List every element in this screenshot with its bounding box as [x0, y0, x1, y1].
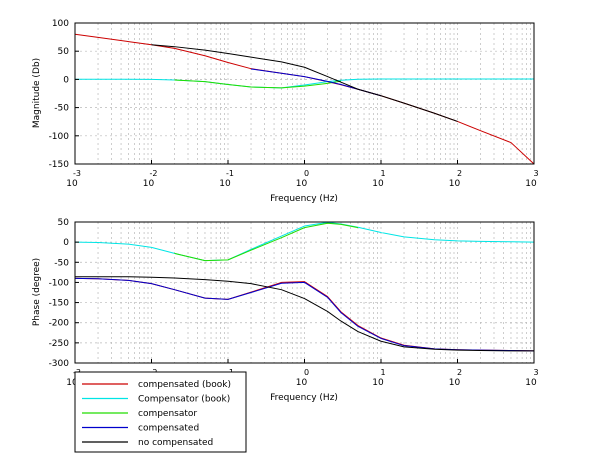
magnitude-y-tick-label: 0	[63, 75, 69, 85]
phase-x-tick-exponent: 2	[457, 368, 462, 377]
magnitude-x-tick-exponent: 2	[457, 169, 462, 178]
magnitude-y-ticks: -150 -100 -50 0 50 100	[49, 19, 79, 170]
legend-label-compensator: compensator	[138, 409, 197, 419]
magnitude-series-compensator-book	[75, 78, 534, 89]
phase-y-tick-label: -150	[49, 299, 70, 309]
magnitude-series-compensator	[174, 79, 342, 89]
magnitude-series-no-compensated	[151, 44, 458, 122]
magnitude-y-tick-label: 50	[58, 47, 70, 57]
magnitude-x-axis-label: Frequency (Hz)	[270, 194, 338, 204]
phase-y-tick-label: -50	[54, 258, 69, 268]
phase-x-tick-label: 10	[525, 378, 537, 388]
magnitude-x-tick-exponent: 0	[304, 169, 309, 178]
legend-box	[74, 371, 247, 453]
magnitude-x-tick-label: 10	[525, 179, 537, 189]
phase-y-tick-label: -250	[49, 339, 70, 349]
legend: compensated (book) Compensator (book) comp…	[74, 371, 247, 453]
phase-x-tick-label: 10	[66, 378, 78, 388]
magnitude-x-tick-label: 10	[219, 179, 231, 189]
phase-series-compensator	[174, 222, 359, 262]
magnitude-x-tick-exponent: 3	[533, 169, 538, 178]
phase-y-axis-label: Phase (degree)	[32, 258, 42, 326]
magnitude-x-tick-label: 10	[372, 179, 384, 189]
phase-y-tick-label: -300	[49, 359, 70, 369]
phase-x-tick-label: 10	[372, 378, 384, 388]
phase-x-tick-label: 10	[296, 378, 308, 388]
phase-grid	[75, 222, 534, 363]
magnitude-x-tick-label: 10	[449, 179, 461, 189]
magnitude-x-tick-label: 10	[296, 179, 308, 189]
magnitude-x-tick-exponent: -3	[73, 169, 81, 178]
phase-x-tick-exponent: 0	[304, 368, 309, 377]
phase-y-tick-label: -100	[49, 278, 70, 288]
magnitude-x-tick-label: 10	[66, 179, 78, 189]
phase-y-ticks: -300 -250 -200 -150 -100 -50 0 50	[49, 218, 79, 369]
magnitude-x-tick-label: 10	[143, 179, 155, 189]
magnitude-y-tick-label: -50	[54, 104, 69, 114]
magnitude-x-tick-exponent: 1	[380, 169, 385, 178]
magnitude-y-axis-label: Magnitude (Db)	[32, 58, 42, 128]
magnitude-y-tick-label: -100	[49, 132, 70, 142]
phase-x-tick-label: 10	[449, 378, 461, 388]
legend-label-no-compensated: no compensated	[138, 438, 213, 448]
magnitude-y-tick-label: 100	[52, 19, 69, 29]
magnitude-y-tick-label: -150	[49, 160, 70, 170]
magnitude-x-tick-exponent: -1	[226, 169, 234, 178]
legend-label-compensated: compensated	[138, 424, 199, 434]
phase-x-tick-exponent: 1	[380, 368, 385, 377]
phase-x-tick-exponent: 3	[533, 368, 538, 377]
phase-series-compensator-book	[74, 221, 535, 262]
legend-label-compensator-book: Compensator (book)	[138, 395, 230, 405]
magnitude-series	[74, 33, 535, 165]
phase-series-no-compensated	[75, 276, 534, 352]
phase-y-tick-label: 0	[63, 238, 69, 248]
magnitude-x-tick-exponent: -2	[150, 169, 158, 178]
legend-label-compensated-book: compensated (book)	[138, 380, 231, 390]
phase-y-tick-label: -200	[49, 319, 70, 329]
phase-series	[74, 221, 535, 352]
phase-x-axis-label: Frequency (Hz)	[270, 393, 338, 403]
phase-y-tick-label: 50	[58, 218, 70, 228]
